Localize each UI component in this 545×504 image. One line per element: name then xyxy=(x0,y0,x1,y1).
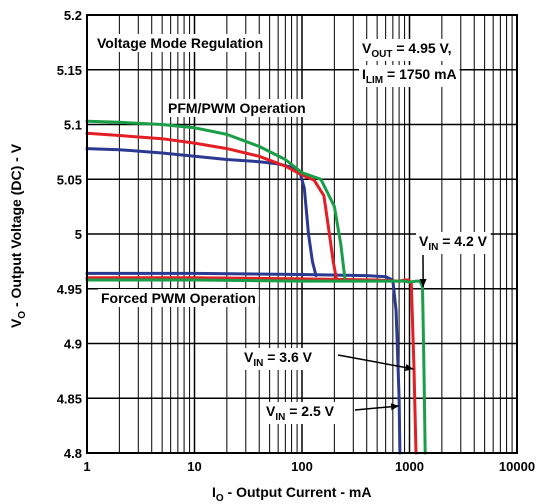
annotation-ilim-main: I xyxy=(362,66,366,82)
annotation-box xyxy=(241,348,316,370)
arrow-vin-4-2-head xyxy=(419,279,427,287)
y-tick-label: 4.8 xyxy=(64,446,82,461)
x-tick-label: 10000 xyxy=(499,459,535,474)
annotation-box xyxy=(359,65,460,87)
arrow-vin-2-5-head xyxy=(390,403,400,411)
x-tick-label: 1 xyxy=(83,459,90,474)
annotation-arrows xyxy=(337,254,427,411)
annotation-box xyxy=(94,34,267,52)
annotation-vin-3-6-rest: = 3.6 V xyxy=(263,349,312,365)
annotation-vin-3-6-main: V xyxy=(244,349,254,365)
annotation-vin-4-2-rest: = 4.2 V xyxy=(438,233,487,249)
arrow-vin-3-6-head xyxy=(405,364,414,371)
annotation-vin-4-2-main: V xyxy=(419,233,429,249)
annotation-vout-main: V xyxy=(362,40,372,56)
annotation-vin-3-6-sub: IN xyxy=(253,358,263,369)
annotation-box xyxy=(165,99,309,117)
annotation-vin-2-5: VIN = 2.5 V xyxy=(266,403,335,423)
x-tick-label: 1000 xyxy=(395,459,424,474)
x-tick-label: 100 xyxy=(291,459,313,474)
series-layer xyxy=(85,119,427,455)
annotation-forced: Forced PWM Operation xyxy=(101,290,256,306)
y-tick-label: 5.2 xyxy=(64,8,82,23)
y-axis-title: VO - Output Voltage (DC) - V xyxy=(8,143,28,328)
annotation-box xyxy=(416,232,491,254)
series-line-vin-2-5-forced xyxy=(85,271,402,455)
annotation-ilim-sub: LIM xyxy=(366,75,383,86)
x-axis-title-main: I xyxy=(212,484,216,500)
annotation-vout-sub: OUT xyxy=(371,49,392,60)
x-axis-title: IO - Output Current - mA xyxy=(212,484,371,504)
annotation-vin-4-2-sub: IN xyxy=(428,242,438,253)
annotation-ilim-rest: = 1750 mA xyxy=(383,66,457,82)
annotation-vout-rest: = 4.95 V, xyxy=(392,40,451,56)
annotation-vin-2-5-main: V xyxy=(266,403,276,419)
annotation-ilim: ILIM = 1750 mA xyxy=(362,66,457,86)
y-tick-label: 5.1 xyxy=(64,118,82,133)
arrow-vin-3-6-line xyxy=(337,354,414,370)
plot-frame xyxy=(86,14,518,454)
annotation-mode: Voltage Mode Regulation xyxy=(97,35,263,51)
y-tick-label: 4.9 xyxy=(64,337,82,352)
annotation-vout: VOUT = 4.95 V, xyxy=(362,40,452,60)
series-line-vin-4-2-forced xyxy=(85,278,427,455)
annotation-pfm: PFM/PWM Operation xyxy=(168,100,306,116)
annotation-box xyxy=(98,289,259,307)
y-tick-label: 4.95 xyxy=(57,282,82,297)
annotation-vin-2-5-rest: = 2.5 V xyxy=(285,403,334,419)
x-axis-title-rest: - Output Current - mA xyxy=(224,484,372,500)
series-line-vin-4-2-pfm xyxy=(85,119,347,280)
annotation-boxes xyxy=(94,34,491,424)
annotation-box xyxy=(359,39,455,61)
y-axis-title-rest: - Output Voltage (DC) - V xyxy=(8,143,24,311)
annotation-vin-4-2: VIN = 4.2 V xyxy=(419,233,488,253)
y-axis-title-main: V xyxy=(8,318,24,328)
tick-labels: 1 10 100 1000 10000 4.8 4.85 4.9 4.95 5 5.05 5.1 5.1… xyxy=(57,8,535,474)
y-tick-label: 5.15 xyxy=(57,63,82,78)
x-tick-label: 10 xyxy=(187,459,201,474)
y-tick-label: 4.85 xyxy=(57,391,82,406)
annotation-vin-2-5-sub: IN xyxy=(275,412,285,423)
y-axis-title-sub: O xyxy=(17,311,28,319)
annotation-vin-3-6: VIN = 3.6 V xyxy=(244,349,313,369)
series-line-vin-3-6-pfm xyxy=(85,131,339,282)
y-tick-label: 5 xyxy=(75,227,82,242)
x-axis-title-sub: O xyxy=(216,493,224,504)
annotation-box xyxy=(263,402,338,424)
y-tick-label: 5.05 xyxy=(57,172,82,187)
